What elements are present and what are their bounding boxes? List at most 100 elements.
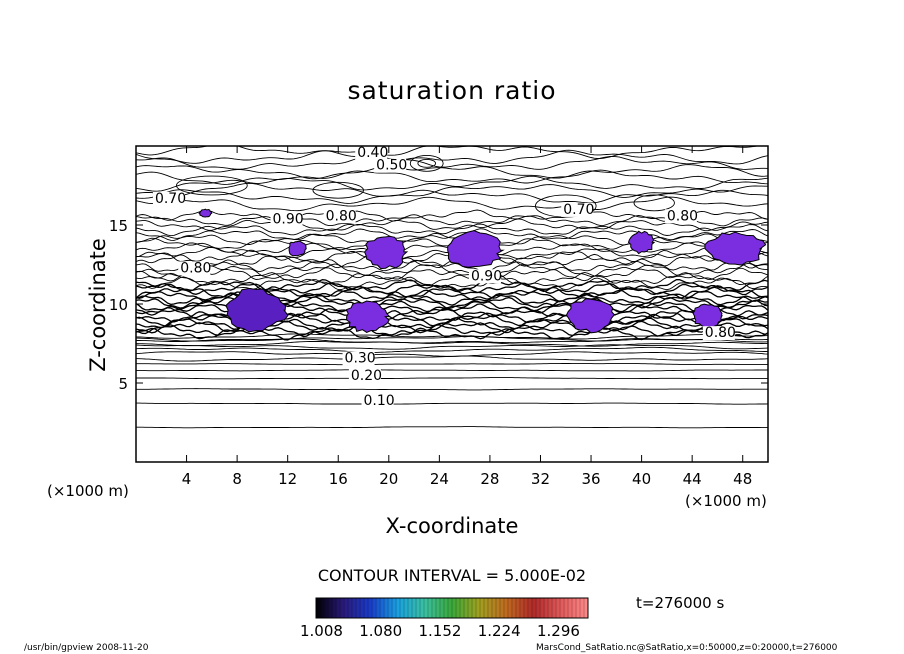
contour-cell xyxy=(417,158,437,168)
contour-label: 0.50 xyxy=(376,158,407,174)
colorbar-tick-label: 1.080 xyxy=(359,622,403,640)
contour-label-bg xyxy=(374,158,407,173)
contour-line xyxy=(136,149,768,165)
contour-line xyxy=(136,344,768,350)
contour-line xyxy=(136,402,768,405)
contour-line xyxy=(136,155,768,170)
x-unit-label-right: (×1000 m) xyxy=(685,492,767,510)
contour-label: 0.10 xyxy=(364,393,395,409)
contour-line xyxy=(136,218,768,232)
x-tick-label: 48 xyxy=(733,470,752,488)
contour-line xyxy=(136,388,768,391)
contour-labels: 0.10 0.20 0.30 0.400.50 0.70 0.90 0.80 0.70 0.80… xyxy=(152,145,736,409)
contour-line xyxy=(136,196,768,212)
contour-label-bg xyxy=(323,209,356,224)
y-axis-label: Z-coordinate xyxy=(86,238,110,372)
supersaturated-region xyxy=(198,208,213,218)
footer-source: MarsCond_SatRatio.nc@SatRatio,x=0:50000,… xyxy=(536,643,838,653)
colorbar-tick-label: 1.152 xyxy=(418,622,462,640)
contour-label-bg xyxy=(361,394,394,409)
contour-label-bg xyxy=(664,209,697,224)
y-tick-label: 5 xyxy=(118,375,128,393)
x-tick-label: 24 xyxy=(430,470,449,488)
contour-line xyxy=(136,351,768,357)
contour-label: 0.90 xyxy=(273,211,304,227)
contour-line xyxy=(136,279,768,293)
contour-line xyxy=(136,232,768,246)
contour-lines xyxy=(136,146,768,429)
contour-label-bg xyxy=(348,368,381,383)
contour-line xyxy=(136,146,761,159)
contour-line xyxy=(136,355,768,362)
contour-line xyxy=(136,182,768,198)
contour-line xyxy=(136,340,768,347)
contour-label: 0.90 xyxy=(471,268,502,284)
contour-line xyxy=(136,369,768,372)
colorbar-tick-label: 1.296 xyxy=(537,622,580,640)
contour-label-bg xyxy=(178,261,211,276)
colorbar-stripes xyxy=(315,598,589,618)
contour-line xyxy=(136,189,768,204)
contour-line xyxy=(136,228,768,241)
contour-label: 0.80 xyxy=(326,208,357,224)
contour-label: 0.40 xyxy=(357,145,388,161)
contour-label-bg xyxy=(342,351,375,366)
contour-cell xyxy=(312,181,364,199)
x-tick-label: 20 xyxy=(379,470,398,488)
x-tick-label: 44 xyxy=(683,470,702,488)
contour-line xyxy=(136,258,768,273)
supersaturated-region xyxy=(704,231,767,266)
contour-line xyxy=(136,377,768,380)
contour-line xyxy=(136,426,768,429)
supersaturated-region xyxy=(627,230,656,255)
contour-line xyxy=(136,272,768,287)
x-tick-label: 32 xyxy=(531,470,550,488)
contour-line xyxy=(136,164,768,180)
supersaturated-region xyxy=(225,287,289,333)
contour-line xyxy=(136,346,768,353)
colorbar-tick-label: 1.224 xyxy=(477,622,521,640)
contour-line xyxy=(136,262,768,278)
chart-title: saturation ratio xyxy=(347,76,557,105)
contour-label: 0.80 xyxy=(180,260,211,276)
time-label: t=276000 s xyxy=(636,594,725,612)
contour-label: 0.30 xyxy=(345,350,376,366)
contour-label: 0.70 xyxy=(155,191,186,207)
contour-line xyxy=(136,335,768,342)
contour-line xyxy=(136,363,768,366)
contour-label-bg xyxy=(355,146,388,161)
x-axis-label: X-coordinate xyxy=(385,514,519,538)
x-tick-label: 40 xyxy=(632,470,651,488)
x-tick-label: 4 xyxy=(182,470,192,488)
supersaturated-region xyxy=(288,240,307,257)
supersaturated-region xyxy=(565,298,616,334)
supersaturated-region xyxy=(447,230,505,268)
contour-label-bg xyxy=(152,191,185,206)
contour-label: 0.80 xyxy=(667,208,698,224)
contour-line xyxy=(136,223,768,237)
supersaturated-region xyxy=(364,235,409,270)
colorbar-tick-labels: 1.008 1.080 1.152 1.224 1.296 xyxy=(300,622,580,640)
contour-interval-text: CONTOUR INTERVAL = 5.000E-02 xyxy=(317,566,587,585)
x-tick-label: 28 xyxy=(480,470,499,488)
contour-line xyxy=(136,276,768,291)
supersaturated-regions xyxy=(198,208,767,334)
contour-label-bg xyxy=(561,202,594,217)
footer-program: /usr/bin/gpview 2008-11-20 xyxy=(24,643,149,653)
contour-label: 0.80 xyxy=(705,325,736,341)
x-tick-label: 36 xyxy=(581,470,600,488)
y-tick-label: 10 xyxy=(109,296,128,314)
x-tick-label: 8 xyxy=(232,470,242,488)
contour-label-bg xyxy=(468,269,501,284)
contour-label: 0.70 xyxy=(563,202,594,218)
contour-line xyxy=(136,209,768,222)
contour-label-bg xyxy=(270,212,303,227)
x-axis: 4 8 12 16 20 24 28 32 36 40 44 48 xyxy=(182,146,752,488)
x-tick-label: 12 xyxy=(278,470,297,488)
supersaturated-region xyxy=(692,303,723,329)
contour-cell xyxy=(175,175,248,196)
supersaturated-region xyxy=(345,300,391,333)
colorbar-tick-label: 1.008 xyxy=(300,622,343,640)
contour-line xyxy=(136,214,768,227)
